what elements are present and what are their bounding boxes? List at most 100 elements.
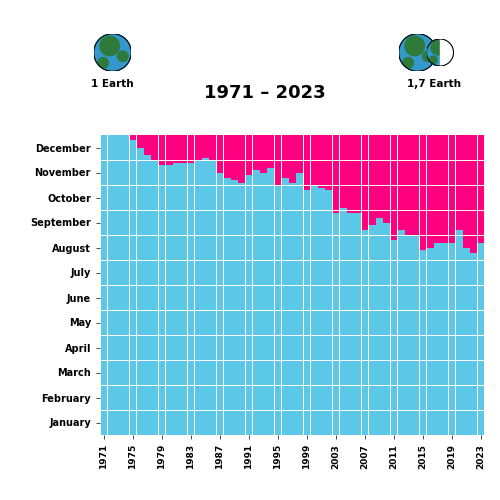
Bar bbox=[405, 135, 412, 235]
Circle shape bbox=[426, 39, 454, 66]
Bar bbox=[202, 135, 209, 158]
Bar bbox=[224, 135, 230, 178]
Bar bbox=[456, 230, 462, 435]
Bar bbox=[268, 135, 274, 168]
Bar bbox=[152, 135, 158, 160]
Bar bbox=[463, 248, 470, 435]
Bar bbox=[282, 178, 288, 435]
Bar bbox=[274, 185, 281, 435]
Bar bbox=[144, 135, 151, 155]
Bar bbox=[478, 135, 484, 242]
Bar bbox=[274, 135, 281, 185]
Bar bbox=[448, 242, 456, 435]
Circle shape bbox=[399, 34, 436, 71]
Bar bbox=[478, 242, 484, 435]
Bar bbox=[246, 135, 252, 175]
Bar bbox=[224, 178, 230, 435]
Bar bbox=[427, 135, 434, 248]
Bar bbox=[347, 212, 354, 435]
Bar bbox=[253, 135, 260, 170]
Bar bbox=[326, 190, 332, 435]
Bar bbox=[362, 230, 368, 435]
Bar bbox=[180, 135, 187, 162]
Bar bbox=[390, 135, 398, 240]
Bar bbox=[173, 135, 180, 162]
Bar bbox=[384, 222, 390, 435]
Bar bbox=[210, 135, 216, 160]
Circle shape bbox=[430, 56, 437, 64]
Bar bbox=[398, 135, 404, 230]
Bar bbox=[347, 135, 354, 212]
Bar bbox=[332, 135, 340, 212]
Bar bbox=[362, 135, 368, 230]
Bar bbox=[216, 135, 224, 172]
Bar bbox=[231, 135, 238, 180]
Bar bbox=[289, 182, 296, 435]
Bar bbox=[166, 165, 172, 435]
Bar bbox=[456, 135, 462, 230]
Bar bbox=[304, 135, 310, 190]
Bar bbox=[412, 135, 419, 235]
Text: 1 Earth: 1 Earth bbox=[91, 79, 134, 89]
Bar bbox=[210, 160, 216, 435]
Bar bbox=[420, 250, 426, 435]
Circle shape bbox=[100, 36, 119, 56]
Bar bbox=[246, 175, 252, 435]
Bar bbox=[166, 135, 172, 165]
Bar bbox=[405, 235, 412, 435]
Bar bbox=[440, 38, 455, 68]
Bar bbox=[130, 140, 136, 435]
Circle shape bbox=[431, 41, 445, 55]
Bar bbox=[188, 135, 194, 162]
Bar bbox=[282, 135, 288, 178]
Bar bbox=[115, 135, 122, 435]
Bar bbox=[238, 135, 245, 182]
Bar bbox=[448, 135, 456, 242]
Bar bbox=[369, 135, 376, 225]
Bar bbox=[108, 135, 114, 435]
Bar bbox=[137, 148, 143, 435]
Bar bbox=[390, 240, 398, 435]
Bar bbox=[318, 135, 325, 188]
Bar bbox=[130, 135, 136, 140]
Circle shape bbox=[422, 51, 433, 62]
Bar bbox=[427, 248, 434, 435]
Bar bbox=[180, 162, 187, 435]
Bar bbox=[463, 135, 470, 248]
Bar bbox=[137, 135, 143, 147]
Bar bbox=[354, 135, 361, 212]
Bar bbox=[296, 172, 303, 435]
Bar bbox=[238, 182, 245, 435]
Text: 1971 – 2023: 1971 – 2023 bbox=[204, 84, 326, 102]
Bar bbox=[434, 242, 441, 435]
Bar bbox=[340, 208, 346, 435]
Bar bbox=[332, 212, 340, 435]
Circle shape bbox=[403, 58, 413, 68]
Bar bbox=[268, 168, 274, 435]
Circle shape bbox=[118, 51, 128, 62]
Bar bbox=[412, 235, 419, 435]
Bar bbox=[253, 170, 260, 435]
Bar bbox=[152, 160, 158, 435]
Bar bbox=[326, 135, 332, 190]
Bar bbox=[340, 135, 346, 208]
Bar bbox=[195, 160, 202, 435]
Bar bbox=[420, 135, 426, 250]
Bar bbox=[158, 135, 166, 165]
Text: 1,7 Earth: 1,7 Earth bbox=[406, 79, 461, 89]
Bar bbox=[122, 135, 129, 435]
Circle shape bbox=[94, 34, 131, 71]
Bar bbox=[398, 230, 404, 435]
Bar bbox=[442, 242, 448, 435]
Bar bbox=[231, 180, 238, 435]
Bar bbox=[384, 135, 390, 222]
Bar bbox=[260, 135, 267, 172]
Bar bbox=[216, 172, 224, 435]
Bar bbox=[376, 135, 383, 218]
Circle shape bbox=[444, 52, 451, 59]
Bar bbox=[318, 188, 325, 435]
Bar bbox=[442, 135, 448, 242]
Bar bbox=[296, 135, 303, 172]
Bar bbox=[100, 135, 107, 435]
Bar bbox=[195, 135, 202, 160]
